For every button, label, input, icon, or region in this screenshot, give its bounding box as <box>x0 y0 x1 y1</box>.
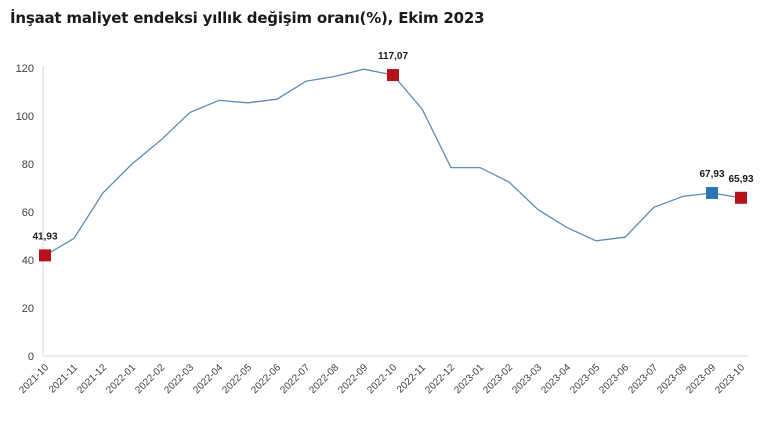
x-tick-label: 2022-07 <box>278 362 312 396</box>
x-tick-label: 2023-04 <box>539 362 573 396</box>
x-tick-label: 2023-01 <box>452 362 486 396</box>
y-tick-label: 80 <box>22 159 34 171</box>
x-tick-label: 2022-10 <box>365 362 399 396</box>
chart-title: İnşaat maliyet endeksi yıllık değişim or… <box>10 9 485 27</box>
x-tick-label: 2022-11 <box>395 362 429 396</box>
data-point-marker <box>706 186 718 199</box>
data-line <box>44 68 742 256</box>
x-tick-label: 2023-06 <box>597 362 631 396</box>
x-tick-label: 2023-10 <box>713 362 747 396</box>
data-point-marker <box>735 191 747 204</box>
x-tick-label: 2022-01 <box>104 362 138 396</box>
data-point-marker <box>387 69 399 82</box>
x-tick-label: 2022-03 <box>162 362 196 396</box>
x-tick-label: 2023-02 <box>481 362 515 396</box>
x-tick-label: 2021-10 <box>17 362 51 396</box>
data-label: 117,07 <box>378 51 408 62</box>
y-tick-label: 0 <box>28 351 34 363</box>
y-tick-label: 20 <box>22 303 34 315</box>
y-tick-label: 40 <box>22 255 34 267</box>
data-label: 67,93 <box>699 169 724 180</box>
y-tick-label: 120 <box>16 63 34 75</box>
y-tick-label: 60 <box>22 207 34 219</box>
x-tick-label: 2021-12 <box>75 362 109 396</box>
data-label: 41,93 <box>32 231 57 242</box>
x-tick-label: 2023-05 <box>568 362 602 396</box>
x-tick-label: 2023-09 <box>684 362 718 396</box>
x-tick-label: 2021-11 <box>47 362 81 396</box>
x-tick-label: 2023-07 <box>626 362 660 396</box>
x-tick-label: 2023-08 <box>655 362 689 396</box>
data-point-marker <box>39 249 51 262</box>
x-tick-label: 2022-08 <box>307 362 341 396</box>
y-tick-label: 100 <box>16 111 34 123</box>
x-tick-label: 2022-12 <box>423 362 457 396</box>
x-tick-label: 2022-09 <box>336 362 370 396</box>
data-label: 65,93 <box>728 174 753 185</box>
x-tick-label: 2023-03 <box>510 362 544 396</box>
x-tick-label: 2022-05 <box>220 362 254 396</box>
x-tick-label: 2022-06 <box>249 362 283 396</box>
x-tick-label: 2022-04 <box>191 362 225 396</box>
x-tick-label: 2022-02 <box>133 362 167 396</box>
